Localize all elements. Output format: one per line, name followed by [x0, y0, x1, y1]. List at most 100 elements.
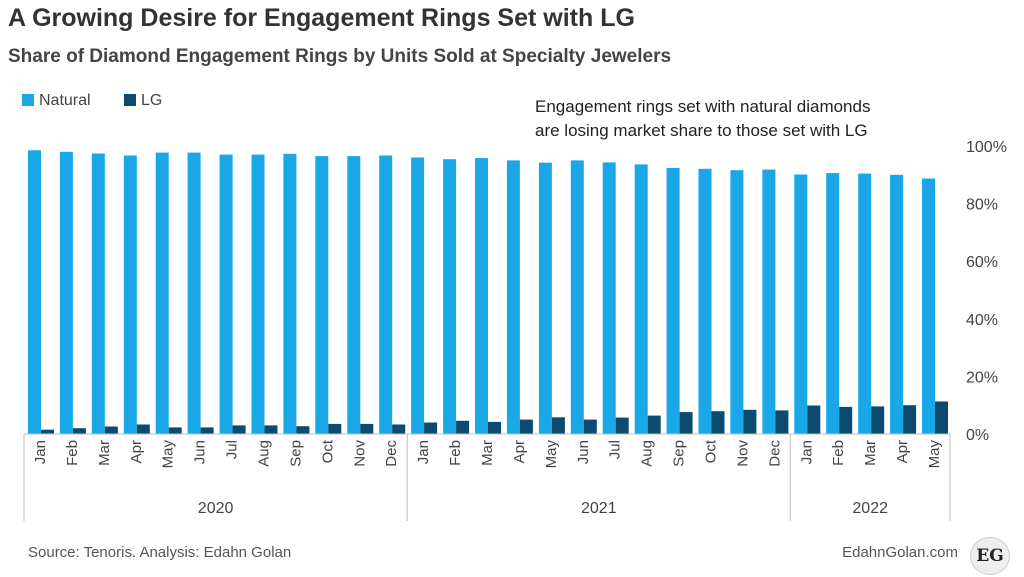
eg-logo: EG [970, 537, 1010, 575]
y-tick-label-4: 80% [966, 197, 998, 214]
bar-lg-21 [711, 411, 725, 434]
annotation-line-1: are losing market share to those set wit… [535, 121, 868, 140]
x-tick-label-22: Nov [734, 440, 751, 467]
bar-lg-11 [392, 424, 406, 434]
bar-natural-13 [443, 159, 457, 434]
bar-natural-19 [634, 164, 648, 434]
x-tick-label-27: Apr [894, 440, 911, 463]
x-tick-label-15: Apr [511, 440, 528, 463]
bar-natural-4 [155, 152, 169, 434]
bar-lg-4 [168, 427, 182, 434]
bar-natural-5 [187, 152, 201, 434]
bar-natural-7 [251, 154, 265, 434]
bar-lg-23 [775, 410, 789, 434]
bar-lg-7 [264, 425, 278, 434]
x-tick-label-24: Jan [798, 440, 815, 464]
x-tick-label-26: Mar [862, 440, 879, 466]
legend-swatch-lg [124, 94, 136, 106]
bar-lg-20 [679, 412, 693, 434]
bar-lg-22 [743, 409, 757, 434]
bar-lg-1 [72, 428, 86, 434]
chart-title: A Growing Desire for Engagement Rings Se… [8, 4, 635, 32]
x-tick-label-14: Mar [479, 440, 496, 466]
legend-label-natural: Natural [39, 92, 91, 109]
bar-lg-8 [296, 426, 310, 434]
bar-natural-12 [411, 157, 425, 434]
bar-natural-11 [379, 155, 393, 434]
bar-natural-8 [283, 153, 297, 435]
source-note: Source: Tenoris. Analysis: Edahn Golan [28, 544, 292, 561]
y-tick-label-2: 40% [966, 312, 998, 329]
bar-natural-16 [538, 162, 552, 434]
bar-lg-15 [519, 419, 533, 434]
bar-lg-0 [41, 429, 54, 434]
bar-lg-2 [104, 426, 118, 434]
x-tick-label-12: Jan [415, 440, 432, 464]
chart-subtitle: Share of Diamond Engagement Rings by Uni… [8, 46, 672, 67]
x-tick-label-5: Jun [192, 440, 209, 464]
x-tick-label-16: May [543, 440, 560, 469]
bar-natural-15 [506, 160, 520, 434]
bar-natural-1 [59, 151, 73, 435]
bar-lg-13 [456, 420, 470, 434]
bar-natural-22 [730, 170, 744, 434]
legend-swatch-natural [22, 94, 34, 106]
year-label-2022: 2022 [852, 500, 888, 517]
bar-lg-6 [232, 425, 246, 434]
y-tick-label-1: 20% [966, 369, 998, 386]
x-tick-label-17: Jun [575, 440, 592, 464]
bar-lg-26 [871, 406, 885, 434]
bar-lg-17 [583, 419, 597, 434]
bar-natural-26 [858, 173, 872, 434]
bar-natural-17 [570, 160, 584, 434]
bar-natural-20 [666, 167, 680, 434]
bar-natural-23 [762, 169, 776, 434]
bar-natural-24 [794, 174, 808, 434]
bar-lg-16 [551, 417, 565, 434]
y-tick-label-3: 60% [966, 254, 998, 271]
bar-natural-0 [28, 150, 41, 435]
bar-natural-18 [602, 162, 616, 434]
x-tick-label-0: Jan [32, 440, 49, 464]
x-tick-label-28: May [926, 440, 943, 469]
x-tick-label-23: Dec [766, 440, 783, 467]
x-tick-label-10: Nov [351, 440, 368, 467]
bar-lg-24 [807, 405, 821, 434]
legend-label-lg: LG [141, 92, 162, 109]
bar-natural-3 [123, 155, 137, 434]
x-tick-label-2: Mar [96, 440, 113, 466]
bar-natural-27 [890, 174, 904, 435]
x-tick-label-1: Feb [64, 440, 81, 466]
year-label-2021: 2021 [581, 500, 617, 517]
x-tick-label-8: Sep [287, 440, 304, 467]
annotation-line-0: Engagement rings set with natural diamon… [535, 97, 870, 116]
bar-natural-9 [315, 156, 329, 434]
bar-lg-18 [615, 417, 629, 434]
x-tick-label-4: May [160, 440, 177, 469]
bar-lg-14 [488, 421, 501, 434]
x-tick-label-19: Aug [639, 440, 656, 467]
bar-lg-5 [200, 427, 214, 434]
x-tick-label-6: Jul [224, 440, 241, 459]
bar-lg-25 [839, 406, 853, 434]
bar-lg-27 [903, 405, 917, 434]
bar-lg-28 [935, 401, 948, 434]
y-tick-label-0: 0% [966, 427, 989, 444]
site-link[interactable]: EdahnGolan.com [842, 544, 958, 561]
bar-natural-25 [826, 173, 840, 434]
bar-natural-14 [475, 158, 488, 434]
bar-lg-12 [424, 422, 438, 434]
x-tick-label-3: Apr [128, 440, 145, 463]
x-tick-label-13: Feb [447, 440, 464, 466]
bar-natural-28 [922, 178, 935, 434]
bar-natural-6 [219, 154, 233, 434]
year-label-2020: 2020 [198, 500, 234, 517]
x-tick-label-25: Feb [830, 440, 847, 466]
bar-lg-9 [328, 423, 342, 434]
bar-lg-3 [136, 424, 150, 434]
bar-lg-10 [360, 423, 374, 434]
bar-natural-10 [347, 156, 361, 434]
bar-lg-19 [647, 415, 661, 434]
y-tick-label-5: 100% [966, 139, 1007, 156]
